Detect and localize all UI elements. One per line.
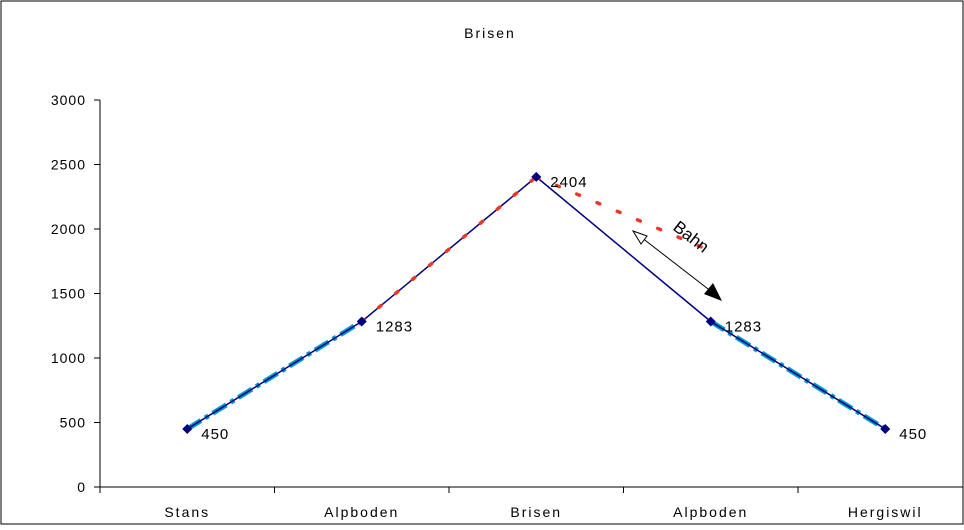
- y-tick-label: 0: [77, 479, 86, 495]
- series-1-line: [535, 176, 712, 323]
- series-3-line: [360, 175, 538, 324]
- series-layer: [182, 171, 891, 434]
- data-label: 450: [899, 426, 927, 443]
- series-1-point: [356, 316, 367, 327]
- bahn-arrow-solid-head-icon: [704, 283, 722, 301]
- x-tick-label: Brisen: [510, 504, 562, 520]
- series-1-point: [531, 171, 542, 182]
- x-tick-label: Alpboden: [673, 504, 748, 520]
- y-tick-label: 500: [60, 415, 86, 431]
- data-label: 2404: [550, 174, 587, 191]
- y-tick-label: 3000: [51, 92, 86, 108]
- series-1-point: [705, 316, 716, 327]
- series-1-line: [186, 320, 363, 430]
- data-label: 1283: [376, 318, 413, 335]
- x-tick-label: Stans: [164, 504, 210, 520]
- y-tick-label: 1000: [51, 350, 86, 366]
- series-1-line: [710, 320, 886, 430]
- chart-title: Brisen: [464, 25, 516, 41]
- bahn-arrow-open-head-icon: [631, 230, 648, 245]
- axes: 0 500 1000 1500 2000 2500 3000 Stans Alpboden Bri…: [51, 92, 963, 520]
- series-3-line: [534, 175, 713, 253]
- data-labels: 450 1283 2404 1283 450: [201, 174, 927, 443]
- x-tick-label: Alpboden: [324, 504, 399, 520]
- y-tick-label: 2500: [51, 157, 86, 173]
- data-label: 1283: [725, 318, 762, 335]
- bahn-arrow-line: [636, 233, 713, 293]
- series-1-point: [880, 423, 891, 434]
- y-tick-label: 2000: [51, 221, 86, 237]
- data-label: 450: [201, 426, 229, 443]
- series-1-point: [182, 423, 193, 434]
- x-tick-label: Hergiswil: [848, 504, 923, 520]
- y-tick-label: 1500: [51, 286, 86, 302]
